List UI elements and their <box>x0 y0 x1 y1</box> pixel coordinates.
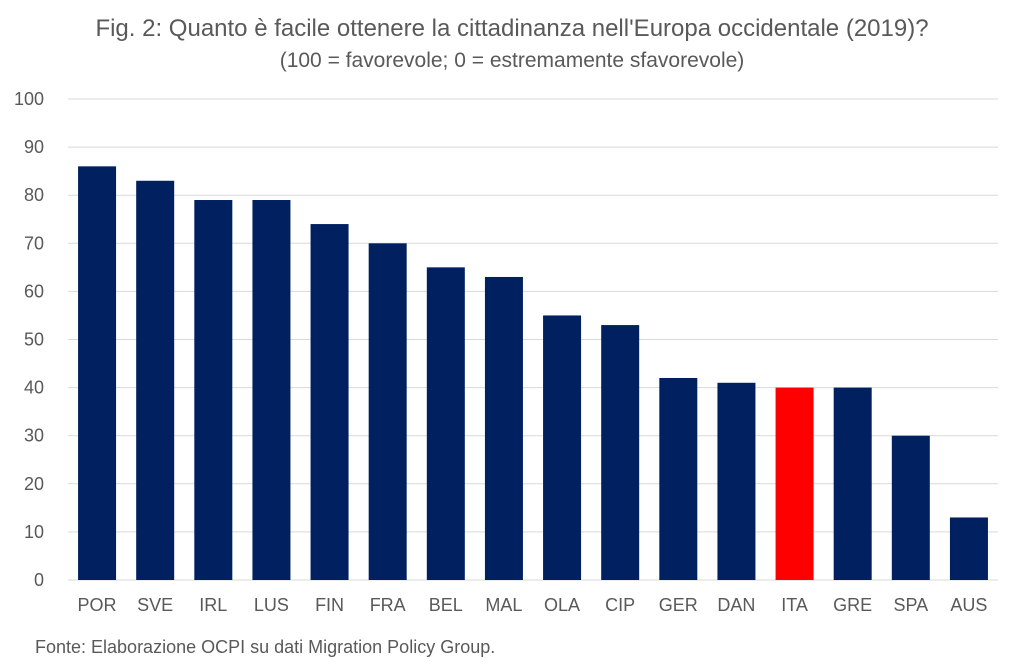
x-tick-label: POR <box>78 595 117 615</box>
bar-aus <box>949 517 988 580</box>
bar-spa <box>891 435 930 580</box>
source-note: Fonte: Elaborazione OCPI su dati Migrati… <box>35 637 496 657</box>
y-tick-label: 40 <box>24 378 44 398</box>
y-axis-ticks: 0 10 20 30 40 50 60 70 80 90 100 <box>14 89 44 590</box>
x-tick-label: FRA <box>370 595 406 615</box>
bar-chart: 0 10 20 30 40 50 60 70 80 90 100 POR SVE IRL LUS FIN FR… <box>14 89 998 615</box>
chart-title: Fig. 2: Quanto è facile ottenere la citt… <box>95 15 929 42</box>
bar-gre <box>833 387 872 580</box>
x-tick-label: GRE <box>833 595 872 615</box>
x-axis-ticks: POR SVE IRL LUS FIN FRA BEL MAL OLA CIP GER DAN ITA G… <box>78 595 988 615</box>
y-tick-label: 70 <box>24 233 44 253</box>
y-tick-label: 0 <box>34 570 44 590</box>
bar-fin <box>310 224 349 580</box>
bar-cip <box>601 325 640 580</box>
bar-ita <box>775 387 814 580</box>
x-tick-label: MAL <box>485 595 522 615</box>
x-tick-label: AUS <box>950 595 987 615</box>
bar-mal <box>484 276 523 580</box>
y-tick-label: 100 <box>14 89 44 109</box>
bar-sve <box>136 180 175 580</box>
x-tick-label: SVE <box>137 595 173 615</box>
bar-ola <box>543 315 582 580</box>
y-tick-label: 30 <box>24 426 44 446</box>
bar-fra <box>368 243 407 581</box>
y-tick-label: 80 <box>24 185 44 205</box>
y-tick-label: 20 <box>24 474 44 494</box>
x-tick-label: GER <box>659 595 698 615</box>
y-tick-label: 60 <box>24 281 44 301</box>
bar-por <box>78 166 117 580</box>
y-tick-label: 90 <box>24 137 44 157</box>
bar-ger <box>659 377 698 580</box>
y-tick-label: 10 <box>24 522 44 542</box>
y-tick-label: 50 <box>24 330 44 350</box>
x-tick-label: OLA <box>544 595 580 615</box>
x-tick-label: BEL <box>429 595 463 615</box>
chart-subtitle: (100 = favorevole; 0 = estremamente sfav… <box>279 49 745 72</box>
bar-lus <box>252 200 291 580</box>
bar-dan <box>717 382 756 580</box>
x-tick-label: FIN <box>315 595 344 615</box>
x-tick-label: DAN <box>717 595 755 615</box>
x-tick-label: CIP <box>605 595 635 615</box>
bar-bel <box>426 267 465 580</box>
x-tick-label: ITA <box>781 595 808 615</box>
x-tick-label: LUS <box>254 595 289 615</box>
x-tick-label: IRL <box>199 595 227 615</box>
bar-irl <box>194 200 233 580</box>
x-tick-label: SPA <box>893 595 928 615</box>
bars <box>78 166 988 581</box>
